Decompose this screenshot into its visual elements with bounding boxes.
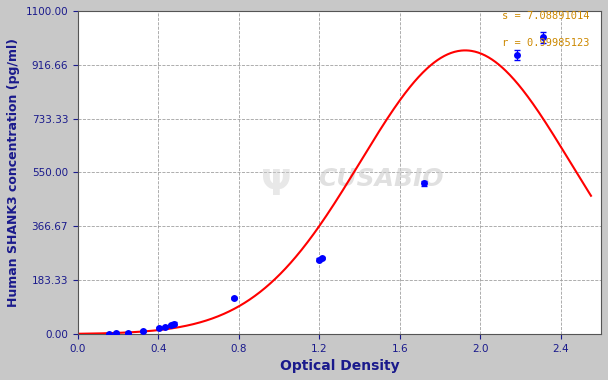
Y-axis label: Human SHANK3 concentration (pg/ml): Human SHANK3 concentration (pg/ml) <box>7 38 20 307</box>
X-axis label: Optical Density: Optical Density <box>280 359 399 373</box>
Text: CUSABIO: CUSABIO <box>319 167 444 191</box>
Text: Ψ: Ψ <box>261 168 292 202</box>
Text: s = 7.08891014: s = 7.08891014 <box>502 11 590 21</box>
Text: r = 0.99985123: r = 0.99985123 <box>502 38 590 48</box>
